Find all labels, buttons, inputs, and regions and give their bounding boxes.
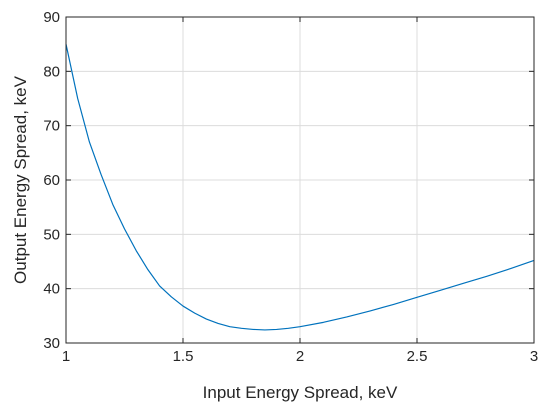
x-tick-label: 1.5 xyxy=(173,348,194,365)
y-tick-label: 70 xyxy=(43,118,60,135)
x-axis-label: Input Energy Spread, keV xyxy=(203,383,398,402)
y-tick-label: 60 xyxy=(43,172,60,189)
y-axis-label: Output Energy Spread, keV xyxy=(11,75,30,284)
x-tick-label: 2 xyxy=(296,348,304,365)
series-line xyxy=(65,44,535,331)
x-tick-label: 2.5 xyxy=(407,348,428,365)
x-tick-label: 3 xyxy=(530,348,538,365)
y-tick-label: 50 xyxy=(43,226,60,243)
tick-layer: 1 1.5 2 2.5 3 30 40 50 60 70 80 90 xyxy=(43,9,538,365)
y-tick-label: 90 xyxy=(43,9,60,26)
series-layer xyxy=(65,44,535,331)
y-tick-label: 80 xyxy=(43,63,60,80)
grid xyxy=(65,16,535,344)
x-tick-label: 1 xyxy=(62,348,70,365)
y-tick-label: 30 xyxy=(43,335,60,352)
y-tick-label: 40 xyxy=(43,281,60,298)
